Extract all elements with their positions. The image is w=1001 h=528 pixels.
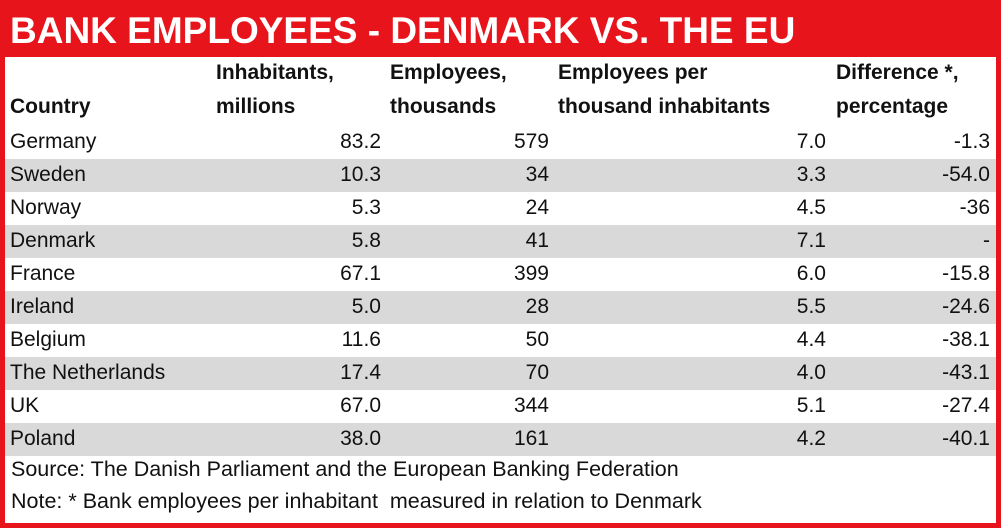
value-cell: 5.1 [796,394,826,417]
value-cell: 4.0 [796,361,826,384]
value-cell: -15.8 [942,262,990,285]
column-header: Employees per [558,61,708,84]
value-cell: -1.3 [953,130,990,153]
value-cell: 83.2 [340,130,381,153]
table-row: Ireland 5.0 28 5.5 -24.6 [5,291,996,324]
value-cell: 7.0 [796,130,826,153]
value-cell: 399 [513,262,549,285]
value-cell: -54.0 [942,163,990,186]
value-cell: 67.0 [340,394,381,417]
value-cell: -38.1 [942,328,990,351]
country-cell: Ireland [10,295,75,318]
column-header: Inhabitants, [216,61,334,84]
value-cell: - [983,229,990,252]
column-header: millions [216,95,296,118]
value-cell: 4.5 [796,196,826,219]
table-row: Denmark 5.8 41 7.1 - [5,225,996,258]
country-cell: Belgium [10,328,86,351]
value-cell: 34 [525,163,549,186]
country-cell: France [10,262,76,285]
value-cell: 6.0 [796,262,826,285]
value-cell: 5.5 [796,295,826,318]
value-cell: 41 [525,229,549,252]
value-cell: 7.1 [796,229,826,252]
value-cell: -43.1 [942,361,990,384]
value-cell: 4.2 [796,427,826,450]
value-cell: -27.4 [942,394,990,417]
value-cell: 5.3 [351,196,381,219]
value-cell: 38.0 [340,427,381,450]
value-cell: 5.8 [351,229,381,252]
value-cell: 10.3 [340,163,381,186]
table-row: UK 67.0 344 5.1 -27.4 [5,390,996,423]
table-row: The Netherlands 17.4 70 4.0 -43.1 [5,357,996,390]
value-cell: 344 [513,394,549,417]
country-cell: Sweden [10,163,86,186]
table-row: Norway 5.3 24 4.5 -36 [5,192,996,225]
value-cell: 4.4 [796,328,826,351]
value-cell: -36 [959,196,990,219]
column-header: Country [10,95,91,118]
country-cell: Poland [10,427,76,450]
table-row: Poland 38.0 161 4.2 -40.1 [5,423,996,456]
country-cell: UK [10,394,40,417]
source-note: Source: The Danish Parliament and the Eu… [11,457,679,481]
table-row: Germany 83.2 579 7.0 -1.3 [5,126,996,159]
country-cell: Germany [10,130,97,153]
column-header: Difference *, [836,61,959,84]
value-cell: 50 [525,328,549,351]
value-cell: 11.6 [341,328,381,351]
title: BANK EMPLOYEES - DENMARK VS. THE EU [10,10,796,51]
column-header: thousand inhabitants [558,95,771,118]
country-cell: Denmark [10,229,96,252]
country-cell: Norway [10,196,82,219]
value-cell: 3.3 [796,163,826,186]
table-row: France 67.1 399 6.0 -15.8 [5,258,996,291]
column-header: Employees, [390,61,507,84]
table-row: Belgium 11.6 50 4.4 -38.1 [5,324,996,357]
value-cell: -24.6 [942,295,990,318]
footnote: Note: * Bank employees per inhabitant me… [11,489,702,513]
value-cell: 579 [513,130,549,153]
column-header: thousands [390,95,497,118]
value-cell: 70 [525,361,549,384]
value-cell: 67.1 [340,262,381,285]
table-row: Sweden 10.3 34 3.3 -54.0 [5,159,996,192]
column-header: percentage [836,95,949,118]
value-cell: 5.0 [351,295,381,318]
value-cell: 28 [525,295,549,318]
country-cell: The Netherlands [10,361,166,384]
value-cell: 17.4 [340,361,381,384]
value-cell: -40.1 [942,427,990,450]
value-cell: 24 [525,196,549,219]
table-area: Source: The Danish Parliament and the Eu… [5,57,996,523]
value-cell: 161 [513,427,549,450]
